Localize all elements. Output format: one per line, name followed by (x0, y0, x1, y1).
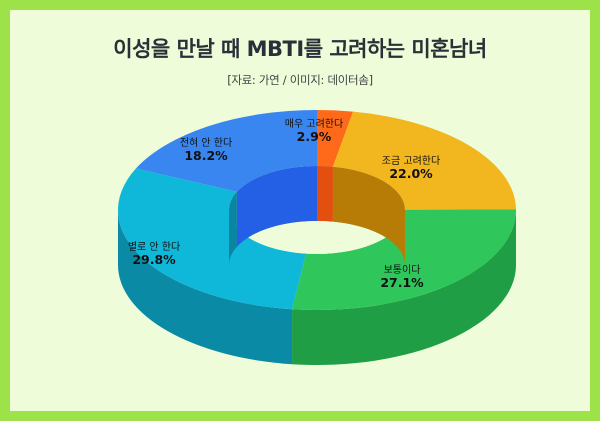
donut-hole (229, 221, 405, 254)
slice-value-0: 2.9% (297, 129, 332, 144)
donut-inner-wall-0 (317, 166, 333, 222)
donut-inner-wall-1 (332, 166, 405, 265)
slice-label-4: 전혀 안 한다 (180, 137, 232, 149)
slice-value-3: 29.8% (132, 252, 176, 267)
slice-value-2: 27.1% (380, 275, 424, 290)
chart-source: [자료: 가연 / 이미지: 데이터솜] (227, 73, 373, 87)
chart-title: 이성을 만날 때 MBTI를 고려하는 미혼남녀 (113, 37, 487, 61)
donut-slice-4 (135, 110, 317, 192)
donut-inner-wall-4 (236, 166, 317, 247)
chart-card: 이성을 만날 때 MBTI를 고려하는 미혼남녀 [자료: 가연 / 이미지: … (10, 10, 590, 411)
slice-label-3: 별로 안 한다 (128, 241, 180, 253)
donut-side-3 (118, 210, 293, 365)
slice-label-0: 매우 고려한다 (285, 118, 343, 130)
donut-slice-0 (317, 110, 354, 167)
donut-slice-1 (332, 111, 516, 210)
donut-slice-2 (292, 209, 517, 310)
donut-inner-wall-3 (229, 191, 237, 265)
slice-label-1: 조금 고려한다 (382, 155, 440, 167)
slice-value-1: 22.0% (389, 166, 433, 181)
slice-label-2: 보통이다 (384, 264, 421, 276)
slice-value-4: 18.2% (184, 148, 228, 163)
donut-slice-3 (118, 168, 306, 310)
donut-side-2 (292, 210, 516, 365)
